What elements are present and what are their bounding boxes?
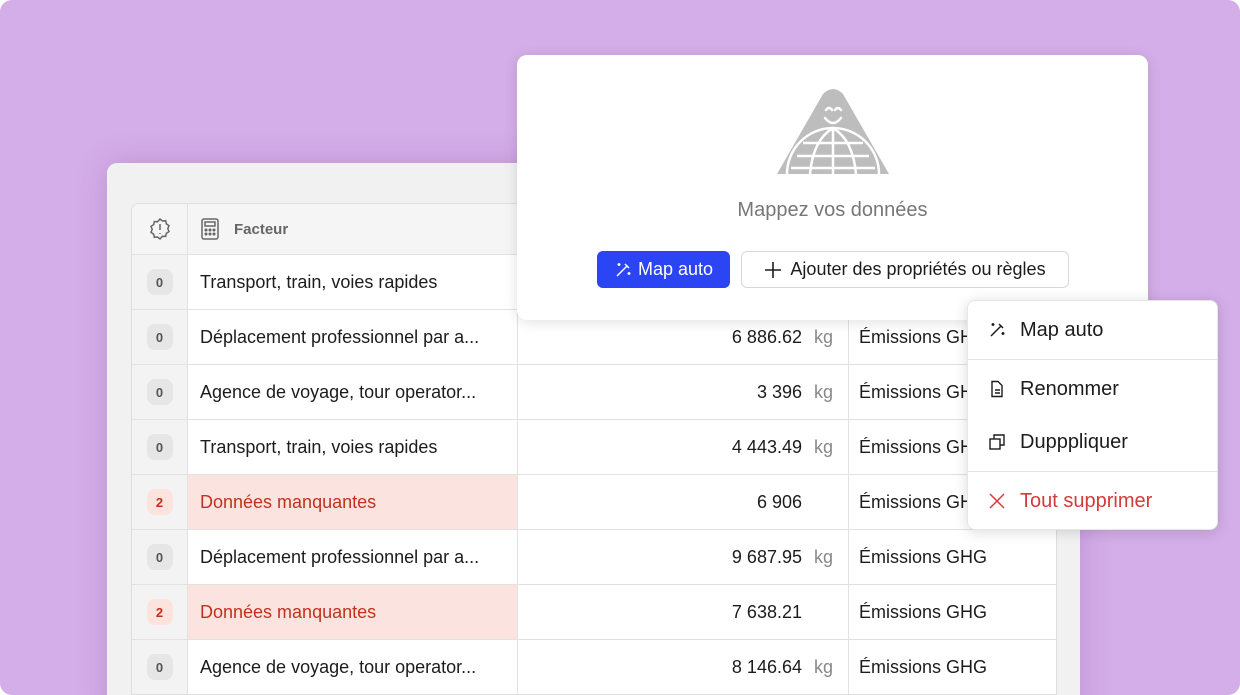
status-cell: 2 — [132, 585, 188, 639]
factor-cell[interactable]: Agence de voyage, tour operator... — [188, 640, 518, 694]
factor-column-header[interactable]: Facteur — [188, 204, 518, 254]
value-cell[interactable]: 9 687.95 kg — [518, 530, 849, 584]
value-cell[interactable]: 3 396 kg — [518, 365, 849, 419]
plus-icon — [765, 261, 782, 278]
unit-text: kg — [814, 656, 834, 677]
unit-text: kg — [814, 381, 834, 402]
menu-item-duplicate[interactable]: Dupppliquer — [968, 427, 1217, 457]
context-menu: Map auto Renommer Dupppliquer Tout suppr… — [967, 300, 1218, 530]
value-cell[interactable]: 8 146.64 kg — [518, 640, 849, 694]
magic-wand-icon — [616, 262, 631, 277]
mapping-title: Mappez vos données — [737, 199, 928, 221]
factor-cell[interactable]: Transport, train, voies rapides — [188, 420, 518, 474]
document-icon — [991, 380, 1003, 398]
menu-item-label: Tout supprimer — [1020, 489, 1153, 512]
value-cell[interactable]: 4 443.49 kg — [518, 420, 849, 474]
type-cell[interactable]: Émissions GHG — [859, 601, 988, 622]
menu-item-label: Renommer — [1020, 377, 1119, 400]
mapping-card: Mappez vos données Map auto Ajouter des … — [517, 55, 1148, 320]
error-count-badge: 0 — [146, 324, 173, 350]
factor-cell[interactable]: Déplacement professionnel par a... — [188, 310, 518, 364]
error-count-badge: 0 — [146, 379, 173, 405]
map-auto-label: Map auto — [637, 259, 714, 279]
menu-divider — [968, 471, 1217, 472]
type-cell[interactable]: Émissions GHG — [859, 656, 988, 677]
factor-cell[interactable]: Données manquantes — [188, 475, 518, 529]
value-text: 6 906 — [756, 491, 802, 512]
menu-item-label: Dupppliquer — [1020, 430, 1128, 453]
status-cell: 0 — [132, 530, 188, 584]
table-row[interactable]: 0 Agence de voyage, tour operator... 3 3… — [132, 364, 1056, 419]
error-count-badge: 0 — [146, 654, 173, 680]
magic-wand-icon — [990, 323, 1005, 337]
value-text: 8 146.64 — [731, 656, 802, 677]
type-cell[interactable]: Émissions GHG — [859, 436, 988, 457]
status-cell: 0 — [132, 365, 188, 419]
error-count-badge: 2 — [146, 489, 173, 515]
unit-text: kg — [814, 546, 834, 567]
status-column-header[interactable] — [132, 204, 188, 254]
value-text: 4 443.49 — [731, 436, 802, 457]
menu-divider — [968, 359, 1217, 360]
close-icon — [989, 493, 1005, 509]
factor-cell[interactable]: Données manquantes — [188, 585, 518, 639]
duplicate-icon — [989, 434, 1005, 450]
table-row[interactable]: 0 Agence de voyage, tour operator... 8 1… — [132, 639, 1056, 694]
map-auto-button[interactable]: Map auto — [597, 251, 730, 288]
type-cell[interactable]: Émissions GHG — [859, 491, 988, 512]
value-text: 3 396 — [756, 381, 802, 402]
type-cell[interactable]: Émissions GHG — [859, 381, 988, 402]
table-row[interactable]: 0 Transport, train, voies rapides 4 443.… — [132, 419, 1056, 474]
type-cell[interactable]: Émissions GHG — [859, 326, 988, 347]
factor-cell[interactable]: Déplacement professionnel par a... — [188, 530, 518, 584]
error-count-badge: 0 — [146, 544, 173, 570]
value-text: 9 687.95 — [731, 546, 802, 567]
table-row[interactable]: 2 Données manquantes 7 638.21 Émissions … — [132, 584, 1056, 639]
table-row[interactable]: 2 Données manquantes 6 906 Émissions GHG — [132, 474, 1056, 529]
status-cell: 2 — [132, 475, 188, 529]
error-count-badge: 0 — [146, 434, 173, 460]
menu-item-map-auto[interactable]: Map auto — [968, 315, 1217, 345]
value-cell[interactable]: 7 638.21 — [518, 585, 849, 639]
table-row[interactable]: 0 Déplacement professionnel par a... 9 6… — [132, 529, 1056, 584]
status-cell: 0 — [132, 640, 188, 694]
calculator-icon — [201, 218, 219, 240]
mountain-globe-illustration — [777, 89, 889, 174]
status-cell: 0 — [132, 420, 188, 474]
add-properties-label: Ajouter des propriétés ou règles — [790, 259, 1046, 279]
alert-badge-icon — [149, 217, 170, 241]
error-count-badge: 2 — [146, 599, 173, 625]
status-cell: 0 — [132, 310, 188, 364]
factor-header-label: Facteur — [234, 220, 289, 238]
value-cell[interactable]: 6 886.62 kg — [518, 310, 849, 364]
value-cell[interactable]: 6 906 — [518, 475, 849, 529]
menu-item-label: Map auto — [1020, 318, 1104, 341]
value-text: 6 886.62 — [731, 326, 802, 347]
type-cell[interactable]: Émissions GHG — [859, 546, 988, 567]
factor-cell[interactable]: Transport, train, voies rapides — [188, 255, 518, 309]
menu-item-rename[interactable]: Renommer — [968, 374, 1217, 404]
status-cell: 0 — [132, 255, 188, 309]
unit-text: kg — [814, 326, 834, 347]
factor-cell[interactable]: Agence de voyage, tour operator... — [188, 365, 518, 419]
value-text: 7 638.21 — [731, 601, 802, 622]
menu-item-delete-all[interactable]: Tout supprimer — [968, 486, 1217, 516]
add-properties-button[interactable]: Ajouter des propriétés ou règles — [741, 251, 1069, 288]
unit-text: kg — [814, 436, 834, 457]
error-count-badge: 0 — [146, 269, 173, 295]
